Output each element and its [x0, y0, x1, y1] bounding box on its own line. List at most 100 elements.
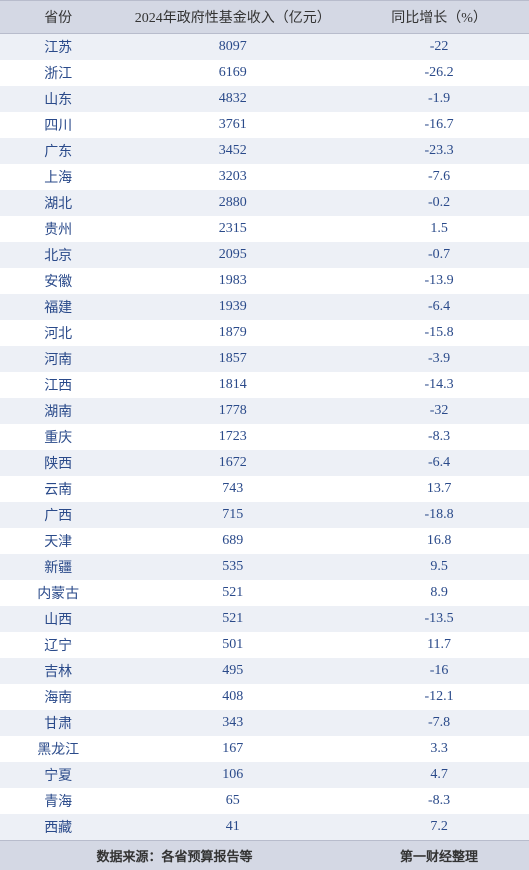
cell-income: 167: [116, 736, 349, 762]
cell-growth: -18.8: [349, 502, 529, 528]
table-row: 辽宁50111.7: [0, 632, 529, 658]
cell-province: 云南: [0, 476, 116, 502]
cell-growth: -16: [349, 658, 529, 684]
cell-income: 1983: [116, 268, 349, 294]
col-income: 2024年政府性基金收入（亿元）: [116, 1, 349, 34]
cell-growth: 16.8: [349, 528, 529, 554]
cell-growth: 1.5: [349, 216, 529, 242]
cell-income: 1879: [116, 320, 349, 346]
cell-growth: -0.7: [349, 242, 529, 268]
table-row: 甘肃343-7.8: [0, 710, 529, 736]
table-row: 贵州23151.5: [0, 216, 529, 242]
cell-province: 上海: [0, 164, 116, 190]
cell-income: 3761: [116, 112, 349, 138]
cell-income: 1857: [116, 346, 349, 372]
cell-growth: -32: [349, 398, 529, 424]
table-row: 宁夏1064.7: [0, 762, 529, 788]
cell-income: 1723: [116, 424, 349, 450]
cell-province: 湖北: [0, 190, 116, 216]
cell-province: 广东: [0, 138, 116, 164]
col-province: 省份: [0, 1, 116, 34]
cell-province: 北京: [0, 242, 116, 268]
cell-income: 2315: [116, 216, 349, 242]
cell-income: 3452: [116, 138, 349, 164]
table-body: 江苏8097-22浙江6169-26.2山东4832-1.9四川3761-16.…: [0, 34, 529, 841]
table-row: 陕西1672-6.4: [0, 450, 529, 476]
cell-growth: -7.8: [349, 710, 529, 736]
table-row: 广西715-18.8: [0, 502, 529, 528]
cell-income: 41: [116, 814, 349, 841]
table-row: 河南1857-3.9: [0, 346, 529, 372]
cell-province: 福建: [0, 294, 116, 320]
cell-income: 743: [116, 476, 349, 502]
cell-income: 521: [116, 606, 349, 632]
cell-growth: -12.1: [349, 684, 529, 710]
cell-province: 河北: [0, 320, 116, 346]
cell-province: 海南: [0, 684, 116, 710]
cell-province: 湖南: [0, 398, 116, 424]
table-header-row: 省份 2024年政府性基金收入（亿元） 同比增长（%）: [0, 1, 529, 34]
cell-province: 山东: [0, 86, 116, 112]
cell-province: 河南: [0, 346, 116, 372]
cell-growth: -16.7: [349, 112, 529, 138]
cell-income: 343: [116, 710, 349, 736]
cell-growth: -3.9: [349, 346, 529, 372]
table-row: 浙江6169-26.2: [0, 60, 529, 86]
cell-growth: -23.3: [349, 138, 529, 164]
cell-growth: 7.2: [349, 814, 529, 841]
cell-income: 2880: [116, 190, 349, 216]
table-row: 西藏417.2: [0, 814, 529, 841]
cell-province: 吉林: [0, 658, 116, 684]
cell-income: 4832: [116, 86, 349, 112]
col-growth: 同比增长（%）: [349, 1, 529, 34]
cell-income: 6169: [116, 60, 349, 86]
cell-growth: -13.5: [349, 606, 529, 632]
cell-growth: -14.3: [349, 372, 529, 398]
cell-province: 安徽: [0, 268, 116, 294]
cell-growth: 9.5: [349, 554, 529, 580]
cell-province: 重庆: [0, 424, 116, 450]
cell-province: 浙江: [0, 60, 116, 86]
cell-province: 贵州: [0, 216, 116, 242]
cell-income: 1672: [116, 450, 349, 476]
cell-province: 江苏: [0, 34, 116, 61]
cell-province: 甘肃: [0, 710, 116, 736]
table-row: 吉林495-16: [0, 658, 529, 684]
cell-growth: -0.2: [349, 190, 529, 216]
cell-income: 501: [116, 632, 349, 658]
table-row: 山东4832-1.9: [0, 86, 529, 112]
cell-growth: -22: [349, 34, 529, 61]
cell-province: 内蒙古: [0, 580, 116, 606]
table-row: 湖北2880-0.2: [0, 190, 529, 216]
table-row: 云南74313.7: [0, 476, 529, 502]
cell-income: 535: [116, 554, 349, 580]
cell-income: 689: [116, 528, 349, 554]
table-row: 黑龙江1673.3: [0, 736, 529, 762]
cell-growth: -7.6: [349, 164, 529, 190]
cell-province: 山西: [0, 606, 116, 632]
cell-province: 宁夏: [0, 762, 116, 788]
cell-province: 天津: [0, 528, 116, 554]
table-row: 重庆1723-8.3: [0, 424, 529, 450]
table-row: 青海65-8.3: [0, 788, 529, 814]
cell-growth: -26.2: [349, 60, 529, 86]
cell-growth: -8.3: [349, 788, 529, 814]
cell-growth: -8.3: [349, 424, 529, 450]
cell-income: 521: [116, 580, 349, 606]
table-row: 河北1879-15.8: [0, 320, 529, 346]
cell-growth: 4.7: [349, 762, 529, 788]
cell-growth: -13.9: [349, 268, 529, 294]
table-row: 广东3452-23.3: [0, 138, 529, 164]
cell-province: 青海: [0, 788, 116, 814]
cell-income: 3203: [116, 164, 349, 190]
cell-income: 1939: [116, 294, 349, 320]
table-row: 海南408-12.1: [0, 684, 529, 710]
cell-growth: 11.7: [349, 632, 529, 658]
cell-growth: -15.8: [349, 320, 529, 346]
table-row: 新疆5359.5: [0, 554, 529, 580]
table-footer-row: 数据来源：各省预算报告等 第一财经整理: [0, 841, 529, 870]
cell-province: 四川: [0, 112, 116, 138]
cell-growth: -1.9: [349, 86, 529, 112]
table-row: 北京2095-0.7: [0, 242, 529, 268]
fund-income-table: 省份 2024年政府性基金收入（亿元） 同比增长（%） 江苏8097-22浙江6…: [0, 0, 529, 870]
